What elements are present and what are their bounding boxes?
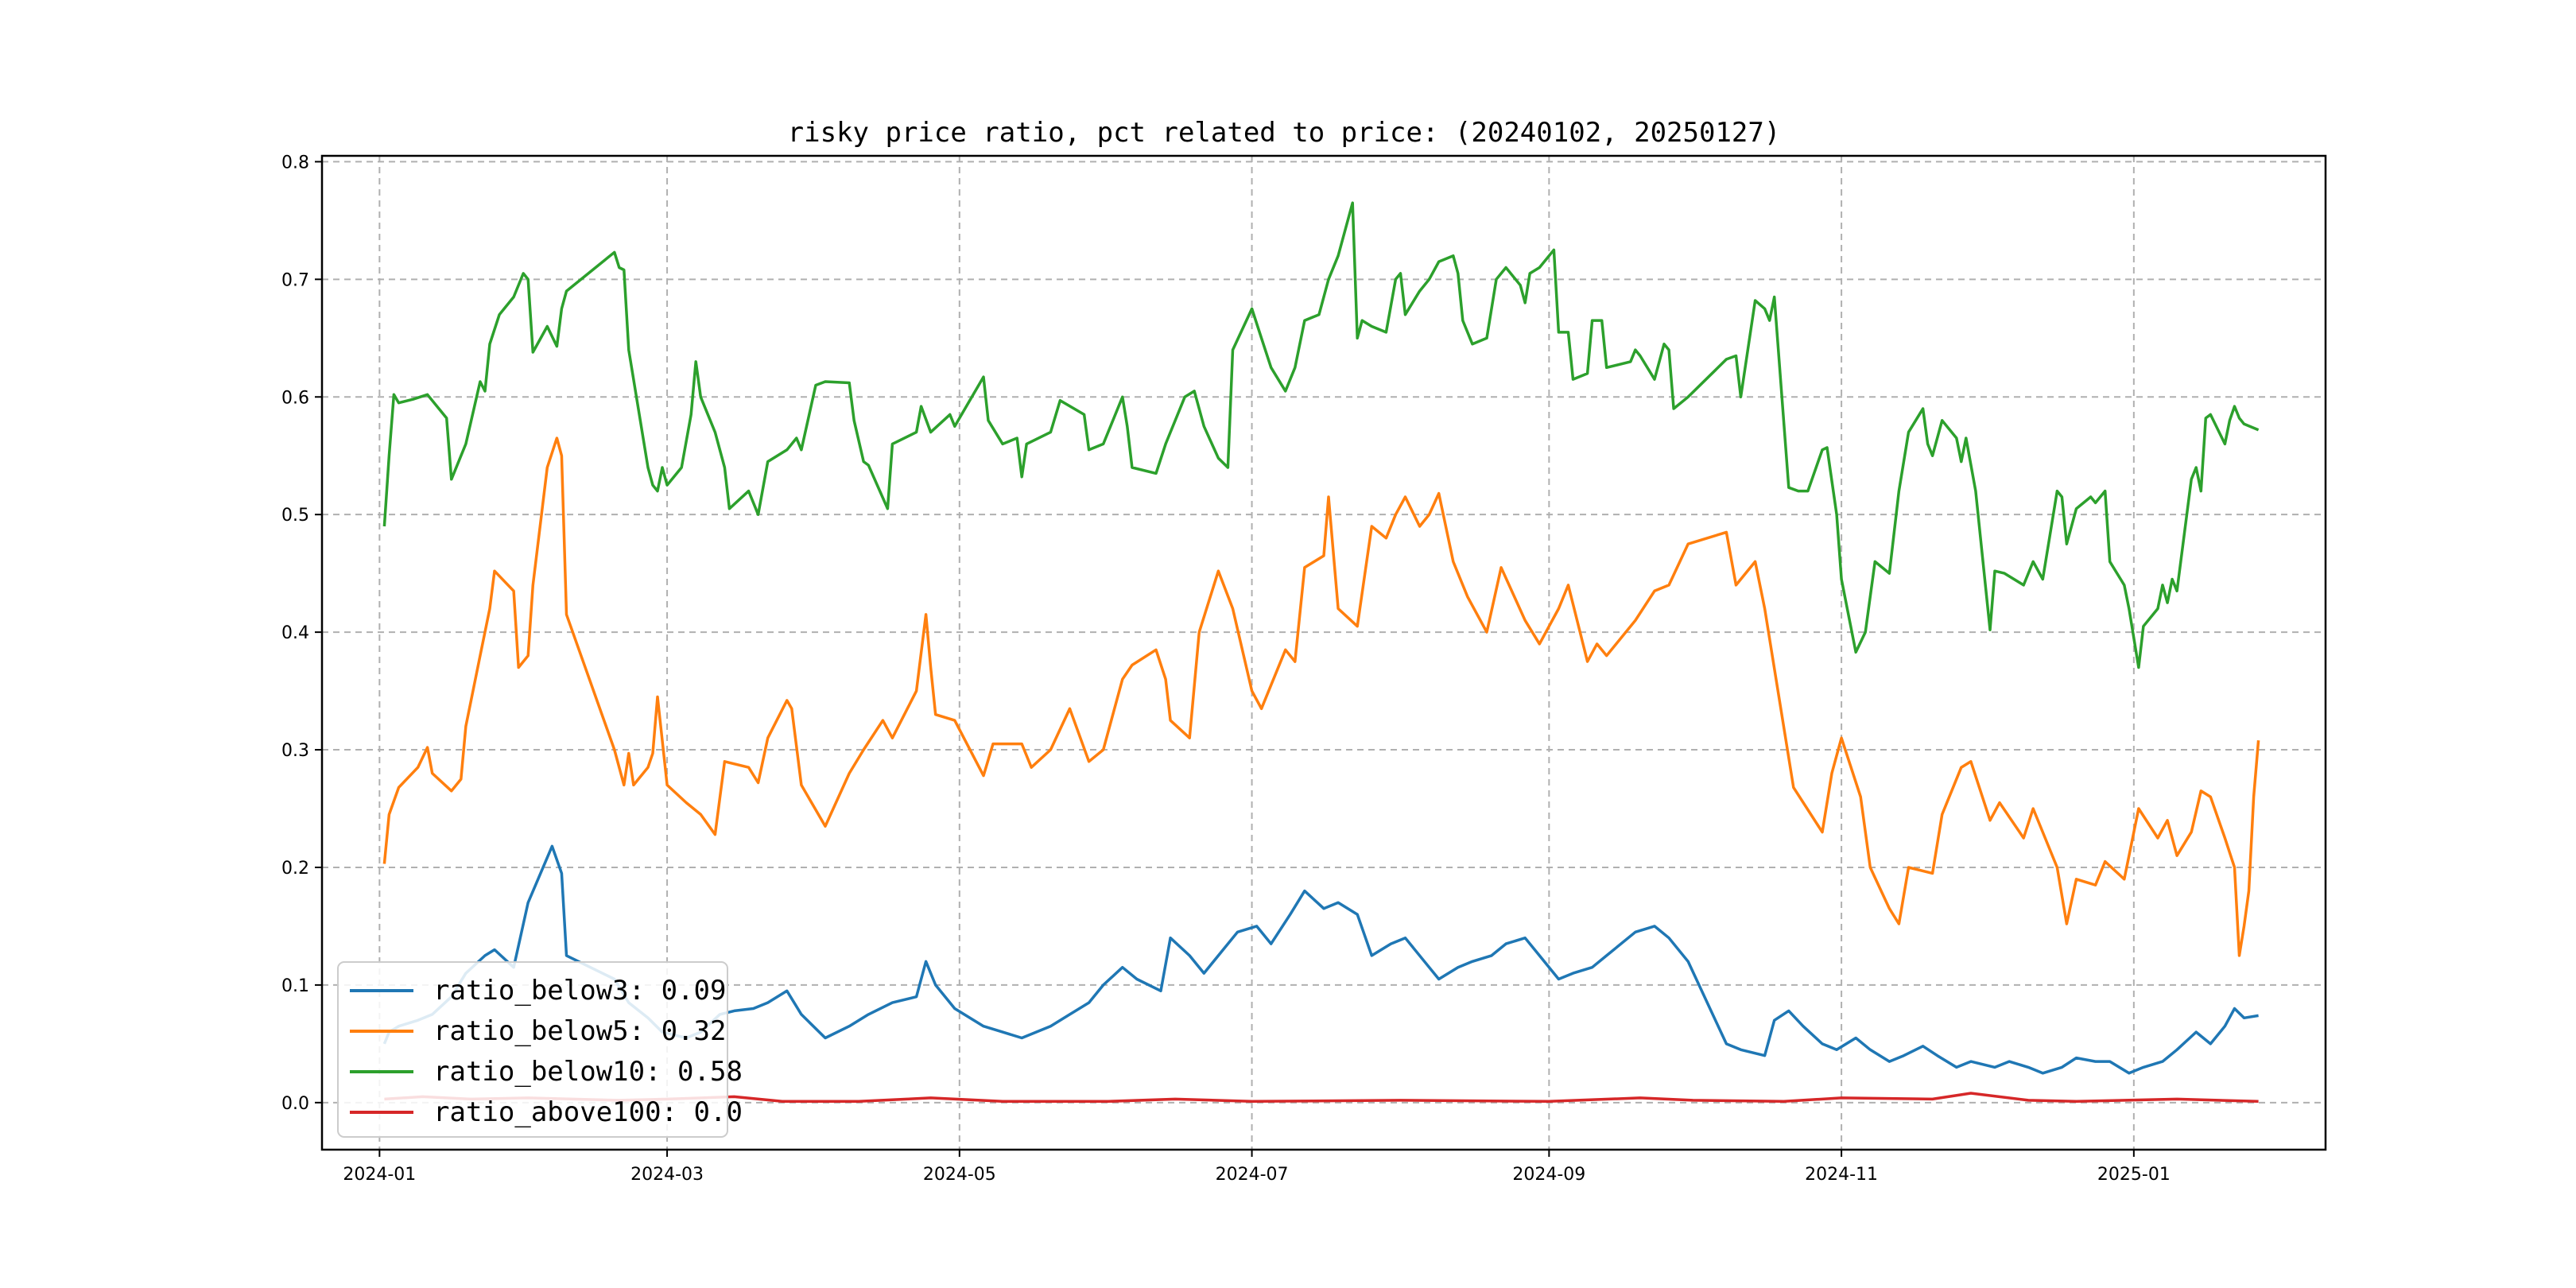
y-tick-label: 0.7 xyxy=(281,270,309,290)
x-tick-label: 2024-09 xyxy=(1512,1165,1585,1185)
tick-layer: 2024-01 2024-03 2024-05 2024-07 2024-09 2024-… xyxy=(281,153,2171,1185)
y-tick-label: 0.2 xyxy=(281,859,309,879)
y-tick-label: 0.1 xyxy=(281,976,309,996)
x-tick-label: 2025-01 xyxy=(2097,1165,2171,1185)
x-tick-label: 2024-03 xyxy=(630,1165,704,1185)
grid-layer xyxy=(322,156,2326,1150)
series-line-ratio-below5 xyxy=(382,436,2260,957)
y-tick-label: 0.8 xyxy=(281,153,309,173)
y-tick-label: 0.5 xyxy=(281,506,309,526)
legend: ratio_below3: 0.09 ratio_below5: 0.32 rati… xyxy=(337,961,743,1138)
legend-box xyxy=(337,961,728,1138)
x-tick-label: 2024-11 xyxy=(1805,1165,1878,1185)
legend-label: ratio_above100: 0.0 xyxy=(433,1096,743,1128)
legend-label: ratio_below10: 0.58 xyxy=(433,1056,743,1088)
y-tick-label: 0.0 xyxy=(281,1094,309,1114)
x-tick-label: 2024-01 xyxy=(343,1165,416,1185)
y-tick-label: 0.3 xyxy=(281,741,309,761)
legend-label: ratio_below5: 0.32 xyxy=(433,1015,726,1047)
y-tick-label: 0.4 xyxy=(281,623,309,643)
x-tick-label: 2024-07 xyxy=(1216,1165,1289,1185)
chart-title: risky price ratio, pct related to price:… xyxy=(788,117,1781,149)
series-line-ratio-below10 xyxy=(382,201,2260,669)
y-tick-label: 0.6 xyxy=(281,388,309,408)
legend-label: ratio_below3: 0.09 xyxy=(433,975,726,1007)
plot-frame xyxy=(320,154,2327,1151)
x-tick-label: 2024-05 xyxy=(923,1165,996,1185)
